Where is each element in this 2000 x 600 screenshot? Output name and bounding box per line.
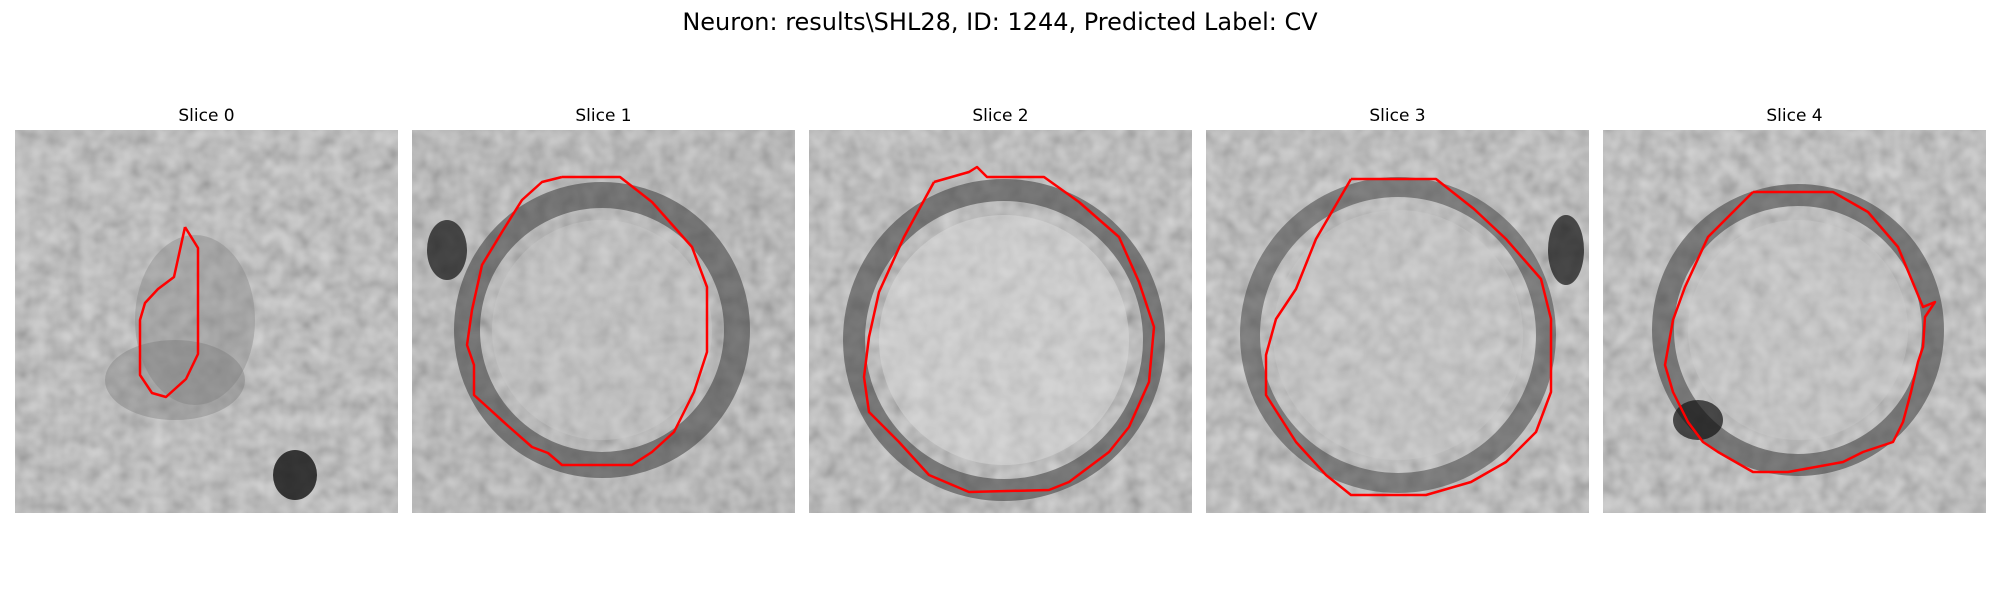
slice-image-2: [809, 130, 1192, 513]
figure-title: Neuron: results\SHL28, ID: 1244, Predict…: [682, 8, 1318, 36]
slice-panel-3: Slice 3: [1206, 104, 1589, 513]
contour-1: [465, 175, 709, 467]
slice-title-2: Slice 2: [972, 106, 1029, 126]
slice-image-0: [15, 130, 398, 513]
slice-image-1: [412, 130, 795, 513]
slice-image-4: [1603, 130, 1986, 513]
contour-3: [1264, 177, 1553, 497]
slice-title-0: Slice 0: [178, 106, 235, 126]
contour-0: [138, 226, 200, 399]
slice-panel-1: Slice 1: [412, 104, 795, 513]
slice-panel-0: Slice 0: [15, 104, 398, 513]
slice-title-4: Slice 4: [1766, 106, 1823, 126]
contour-2: [862, 165, 1156, 494]
contour-4: [1663, 190, 1937, 474]
micrograph-texture: [15, 130, 398, 513]
slice-image-3: [1206, 130, 1589, 513]
slice-title-1: Slice 1: [575, 106, 632, 126]
slice-panel-4: Slice 4: [1603, 104, 1986, 513]
slice-panel-2: Slice 2: [809, 104, 1192, 513]
slice-title-3: Slice 3: [1369, 106, 1426, 126]
